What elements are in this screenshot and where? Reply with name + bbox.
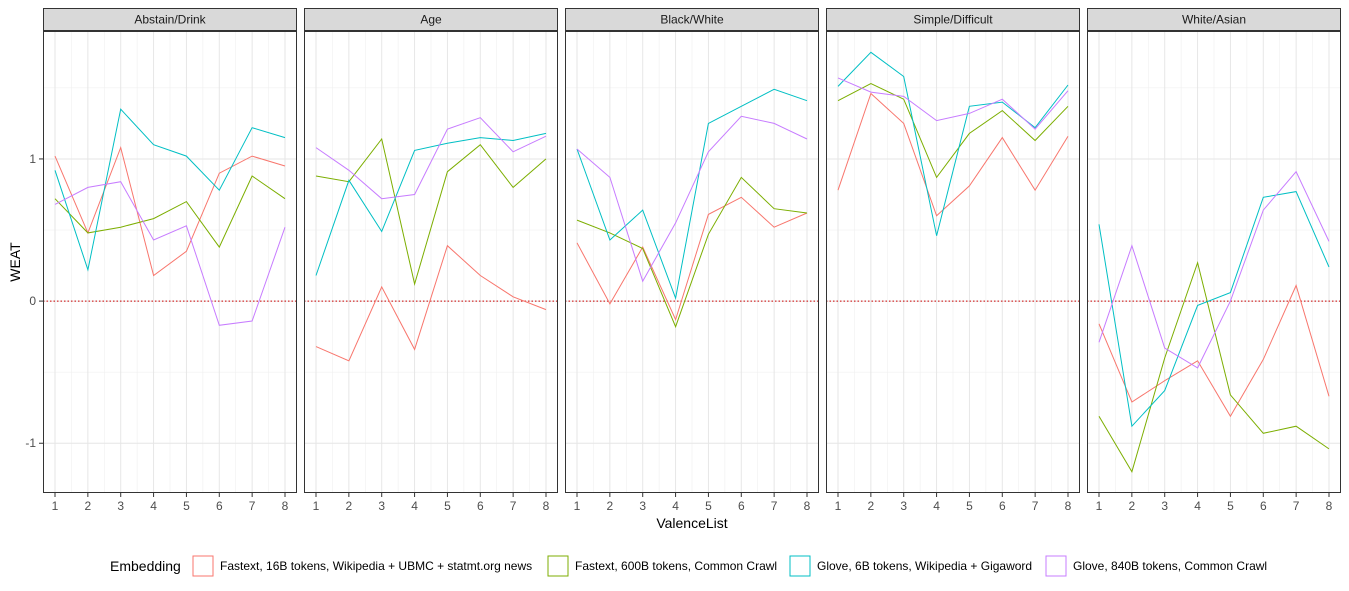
x-tick-label: 7 <box>1293 499 1300 513</box>
series-line <box>315 244 547 362</box>
panel-border <box>1087 31 1341 493</box>
panel-border <box>43 31 297 493</box>
legend-key <box>1045 555 1067 577</box>
facet-strip <box>304 8 558 31</box>
x-tick-label: 3 <box>378 499 385 513</box>
series-line <box>1098 260 1330 473</box>
x-tick-label: 4 <box>150 499 157 513</box>
x-tick-label: 1 <box>52 499 59 513</box>
x-tick-label: 3 <box>117 499 124 513</box>
legend-entry-label: Glove, 6B tokens, Wikipedia + Gigaword <box>817 559 1032 573</box>
legend-entry-label: Glove, 840B tokens, Common Crawl <box>1073 559 1267 573</box>
facet-label: Black/White <box>660 13 724 27</box>
legend-key <box>789 555 811 577</box>
facet-label: White/Asian <box>1182 13 1246 27</box>
series-line <box>837 92 1069 217</box>
panel-border <box>304 31 558 493</box>
legend-key <box>547 555 569 577</box>
x-tick-label: 7 <box>510 499 517 513</box>
legend-key <box>192 555 214 577</box>
x-tick-label: 5 <box>1227 499 1234 513</box>
x-tick-label: 6 <box>216 499 223 513</box>
series-line <box>837 77 1069 130</box>
legend-entry-label: Fastext, 600B tokens, Common Crawl <box>575 559 777 573</box>
panel-border <box>826 31 1080 493</box>
series-line <box>837 51 1069 236</box>
facet-label: Simple/Difficult <box>913 13 993 27</box>
x-tick-label: 8 <box>1326 499 1333 513</box>
x-tick-label: 2 <box>1129 499 1136 513</box>
panel-border <box>565 31 819 493</box>
y-tick-label: 0 <box>29 294 36 308</box>
facet-strip <box>826 8 1080 31</box>
x-tick-label: 6 <box>738 499 745 513</box>
series-line <box>54 108 286 272</box>
x-tick-label: 1 <box>835 499 842 513</box>
x-axis-title: ValenceList <box>656 515 727 531</box>
series-line <box>576 115 808 283</box>
x-tick-label: 3 <box>1161 499 1168 513</box>
x-tick-label: 2 <box>868 499 875 513</box>
x-tick-label: 7 <box>1032 499 1039 513</box>
x-tick-label: 7 <box>771 499 778 513</box>
series-line <box>576 88 808 301</box>
series-line <box>54 145 286 277</box>
x-tick-label: 8 <box>282 499 289 513</box>
x-tick-label: 5 <box>444 499 451 513</box>
x-tick-label: 1 <box>313 499 320 513</box>
x-tick-label: 5 <box>966 499 973 513</box>
x-tick-label: 4 <box>933 499 940 513</box>
series-line <box>315 132 547 276</box>
facet-strip <box>565 8 819 31</box>
series-line <box>54 175 286 249</box>
x-tick-label: 4 <box>411 499 418 513</box>
x-tick-label: 2 <box>346 499 353 513</box>
x-tick-label: 2 <box>607 499 614 513</box>
x-tick-label: 8 <box>1065 499 1072 513</box>
y-axis-title: WEAT <box>7 242 23 282</box>
x-tick-label: 4 <box>672 499 679 513</box>
legend-entry-label: Fastext, 16B tokens, Wikipedia + UBMC + … <box>220 559 532 573</box>
x-tick-label: 7 <box>249 499 256 513</box>
series-line <box>1098 191 1330 428</box>
x-tick-label: 1 <box>1096 499 1103 513</box>
facet-label: Age <box>420 13 442 27</box>
facet-strip <box>1087 8 1341 31</box>
facet-strip <box>43 8 297 31</box>
x-tick-label: 5 <box>705 499 712 513</box>
x-tick-label: 4 <box>1194 499 1201 513</box>
x-tick-label: 6 <box>999 499 1006 513</box>
y-tick-label: -1 <box>25 436 36 450</box>
x-tick-label: 3 <box>639 499 646 513</box>
x-tick-label: 2 <box>85 499 92 513</box>
x-tick-label: 6 <box>1260 499 1267 513</box>
y-tick-label: 1 <box>29 152 36 166</box>
series-line <box>837 83 1069 179</box>
x-tick-label: 3 <box>900 499 907 513</box>
facet-label: Abstain/Drink <box>134 13 206 27</box>
legend-title: Embedding <box>110 558 181 574</box>
series-line <box>1098 284 1330 418</box>
x-tick-label: 8 <box>804 499 811 513</box>
x-tick-label: 5 <box>183 499 190 513</box>
x-tick-label: 1 <box>574 499 581 513</box>
series-line <box>1098 170 1330 369</box>
series-line <box>576 196 808 322</box>
series-line <box>54 181 286 326</box>
series-line <box>315 117 547 200</box>
x-tick-label: 6 <box>477 499 484 513</box>
x-tick-label: 8 <box>543 499 550 513</box>
